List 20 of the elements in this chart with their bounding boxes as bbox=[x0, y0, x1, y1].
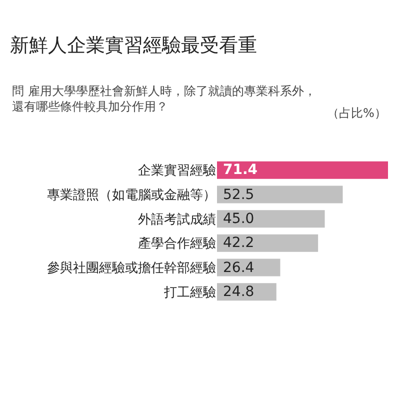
bar bbox=[217, 186, 343, 204]
chart-title: 新鮮人企業實習經驗最受看重 bbox=[10, 34, 257, 56]
bar bbox=[217, 210, 325, 228]
y-tick-label: 企業實習經驗 bbox=[138, 164, 216, 179]
y-tick-label: 參與社團經驗或擔任幹部經驗 bbox=[47, 261, 216, 276]
y-tick-label: 打工經驗 bbox=[163, 285, 216, 300]
y-tick-label: 專業證照（如電腦或金融等） bbox=[47, 188, 216, 204]
y-tick-label: 產學合作經驗 bbox=[138, 236, 216, 252]
data-label: 45.0 bbox=[223, 211, 254, 227]
data-label: 42.2 bbox=[223, 235, 254, 251]
data-label: 26.4 bbox=[223, 260, 254, 276]
bar bbox=[217, 258, 280, 276]
bar bbox=[217, 161, 388, 179]
bar bbox=[217, 234, 318, 252]
y-tick-label: 外語考試成績 bbox=[138, 212, 216, 228]
data-label: 52.5 bbox=[223, 187, 254, 203]
chart-subtitle: 問 雇用大學學歷社會新鮮人時，除了就讀的專業科系外，還有哪些條件較具加分作用？ bbox=[12, 84, 316, 114]
text: （占比%） bbox=[327, 106, 386, 120]
data-label: 71.4 bbox=[223, 162, 258, 178]
data-label: 24.8 bbox=[223, 284, 254, 300]
